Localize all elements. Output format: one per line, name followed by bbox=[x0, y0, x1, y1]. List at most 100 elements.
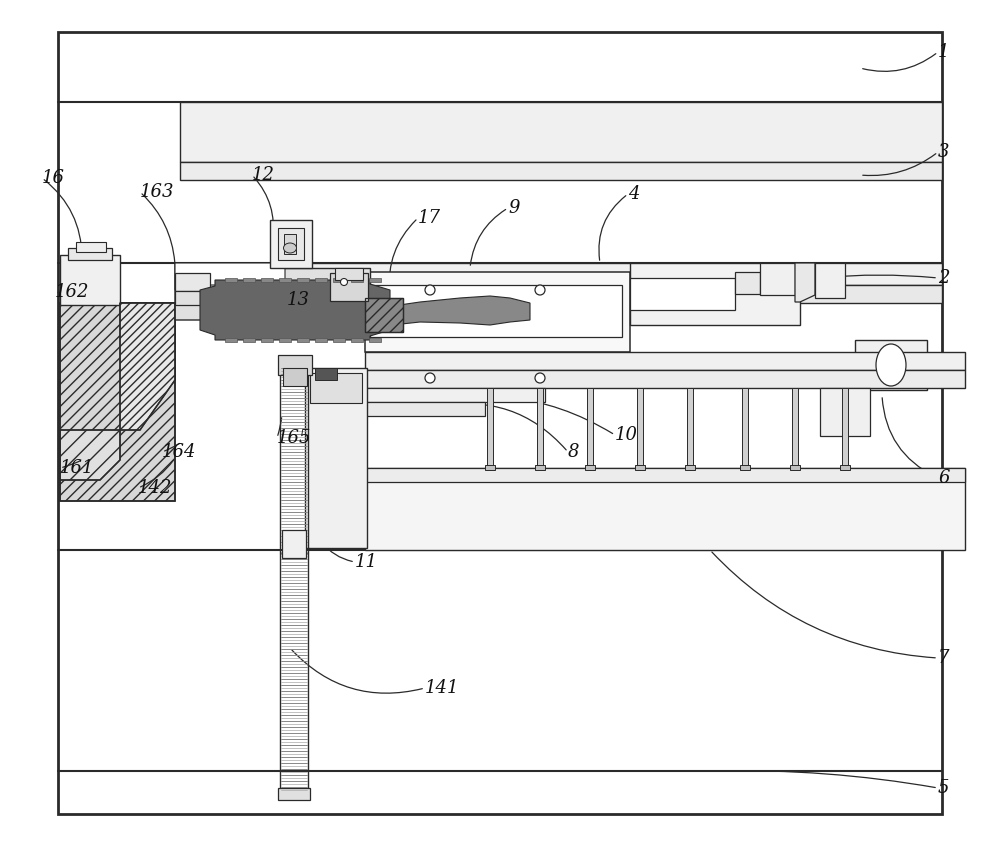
Bar bbox=[370, 285, 622, 337]
Bar bbox=[815, 263, 845, 298]
Bar bbox=[630, 263, 800, 325]
Text: 4: 4 bbox=[628, 185, 640, 203]
Text: 10: 10 bbox=[615, 426, 638, 444]
Bar bbox=[278, 228, 304, 260]
Bar bbox=[180, 102, 942, 162]
Bar bbox=[351, 278, 363, 282]
Bar bbox=[333, 338, 345, 342]
Circle shape bbox=[425, 373, 435, 383]
Bar bbox=[365, 468, 965, 550]
Circle shape bbox=[535, 373, 545, 383]
Ellipse shape bbox=[876, 344, 906, 386]
Text: 6: 6 bbox=[938, 469, 950, 487]
Bar bbox=[365, 402, 485, 416]
Polygon shape bbox=[200, 280, 390, 340]
Text: 161: 161 bbox=[60, 459, 94, 477]
Bar bbox=[261, 278, 273, 282]
Bar bbox=[58, 32, 942, 814]
Bar bbox=[369, 278, 381, 282]
Circle shape bbox=[340, 278, 348, 285]
Bar bbox=[243, 338, 255, 342]
Text: 7: 7 bbox=[938, 649, 950, 667]
Bar bbox=[315, 278, 327, 282]
Text: 13: 13 bbox=[287, 291, 310, 309]
Bar bbox=[842, 388, 848, 468]
Bar bbox=[297, 338, 309, 342]
Bar bbox=[855, 340, 927, 390]
Ellipse shape bbox=[284, 243, 296, 253]
Bar bbox=[282, 530, 306, 558]
Polygon shape bbox=[175, 263, 285, 320]
Bar bbox=[175, 273, 210, 291]
Bar bbox=[792, 388, 798, 468]
Bar bbox=[315, 338, 327, 342]
Bar bbox=[225, 338, 237, 342]
Text: 9: 9 bbox=[508, 199, 520, 217]
Bar bbox=[180, 263, 942, 285]
Bar bbox=[587, 388, 593, 468]
Text: 2: 2 bbox=[938, 269, 950, 287]
Bar bbox=[280, 368, 308, 553]
Text: 3: 3 bbox=[938, 143, 950, 161]
Bar bbox=[335, 268, 363, 280]
Polygon shape bbox=[175, 263, 285, 290]
Text: 17: 17 bbox=[418, 209, 441, 227]
Bar bbox=[278, 355, 312, 375]
Bar bbox=[585, 465, 595, 470]
Bar bbox=[790, 465, 800, 470]
Text: 162: 162 bbox=[55, 283, 90, 301]
Polygon shape bbox=[795, 263, 815, 302]
Bar bbox=[315, 368, 337, 380]
Bar bbox=[60, 303, 175, 501]
Polygon shape bbox=[365, 296, 530, 328]
Text: 5: 5 bbox=[938, 779, 950, 797]
Bar bbox=[283, 368, 307, 386]
Bar bbox=[840, 465, 850, 470]
Bar bbox=[278, 788, 310, 800]
Bar bbox=[215, 268, 370, 330]
Bar bbox=[365, 298, 387, 324]
Bar bbox=[297, 278, 309, 282]
Bar bbox=[742, 388, 748, 468]
Bar bbox=[365, 272, 630, 352]
Bar bbox=[280, 553, 308, 793]
Bar bbox=[537, 388, 543, 468]
Bar bbox=[351, 338, 363, 342]
Polygon shape bbox=[60, 430, 120, 480]
Bar bbox=[284, 234, 296, 254]
Bar bbox=[487, 388, 493, 468]
Bar bbox=[310, 373, 362, 403]
Bar bbox=[225, 278, 237, 282]
Text: 11: 11 bbox=[355, 553, 378, 571]
Text: 1: 1 bbox=[938, 43, 950, 61]
Bar bbox=[180, 162, 942, 180]
Bar bbox=[535, 465, 545, 470]
Bar bbox=[635, 465, 645, 470]
Bar bbox=[740, 465, 750, 470]
Bar bbox=[365, 370, 965, 388]
Text: 16: 16 bbox=[42, 169, 65, 187]
Bar bbox=[279, 338, 291, 342]
Bar bbox=[270, 220, 312, 268]
Bar bbox=[279, 278, 291, 282]
Bar bbox=[243, 278, 255, 282]
Bar bbox=[180, 285, 942, 303]
Bar bbox=[365, 468, 965, 482]
Bar bbox=[630, 278, 735, 310]
Text: 164: 164 bbox=[162, 443, 196, 461]
Bar bbox=[60, 303, 175, 501]
Bar bbox=[175, 291, 210, 305]
Bar bbox=[685, 465, 695, 470]
Text: 12: 12 bbox=[252, 166, 275, 184]
Polygon shape bbox=[120, 303, 175, 430]
Bar bbox=[687, 388, 693, 468]
Circle shape bbox=[425, 285, 435, 295]
Bar bbox=[365, 352, 965, 370]
Bar bbox=[60, 255, 120, 305]
Bar bbox=[637, 388, 643, 468]
Bar bbox=[365, 298, 403, 332]
Bar bbox=[365, 388, 545, 402]
Text: 8: 8 bbox=[568, 443, 580, 461]
Bar bbox=[369, 338, 381, 342]
Bar bbox=[333, 278, 345, 282]
